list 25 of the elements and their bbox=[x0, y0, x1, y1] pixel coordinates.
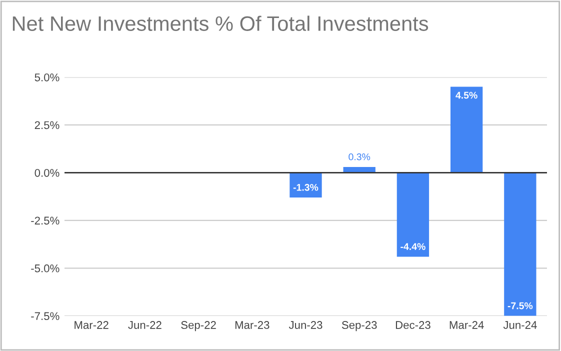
bar bbox=[396, 172, 430, 257]
data-label: -7.5% bbox=[508, 302, 533, 310]
data-label: -4.4% bbox=[400, 243, 426, 250]
x-tick-label: Mar-22 bbox=[74, 321, 108, 329]
x-tick-label: Mar-23 bbox=[235, 321, 270, 329]
bar bbox=[450, 86, 483, 173]
x-tick-label: Jun-22 bbox=[128, 321, 162, 329]
x-tick-label: Mar-24 bbox=[450, 321, 484, 329]
y-tick-label: 2.5% bbox=[34, 121, 60, 130]
y-tick-label: -5.0% bbox=[31, 264, 60, 272]
y-tick-label: -7.5% bbox=[31, 312, 60, 320]
bar bbox=[504, 172, 536, 316]
x-tick-label: Sep-23 bbox=[342, 321, 377, 332]
data-label: 0.3% bbox=[348, 153, 370, 160]
x-tick-label: Sep-22 bbox=[181, 321, 216, 332]
x-tick-label: Jun-24 bbox=[503, 321, 537, 329]
x-tick-label: Dec-23 bbox=[396, 321, 430, 329]
x-tick-label: Jun-23 bbox=[288, 321, 322, 329]
chart-title: Net New Investments % Of Total Investments bbox=[12, 16, 428, 31]
y-tick-label: 0.0% bbox=[34, 168, 60, 177]
bar bbox=[290, 172, 322, 198]
y-tick-label: 5.0% bbox=[34, 73, 60, 82]
data-label: -1.3% bbox=[293, 184, 318, 191]
data-label: 4.5% bbox=[456, 92, 478, 99]
y-tick-label: -2.5% bbox=[31, 216, 60, 225]
